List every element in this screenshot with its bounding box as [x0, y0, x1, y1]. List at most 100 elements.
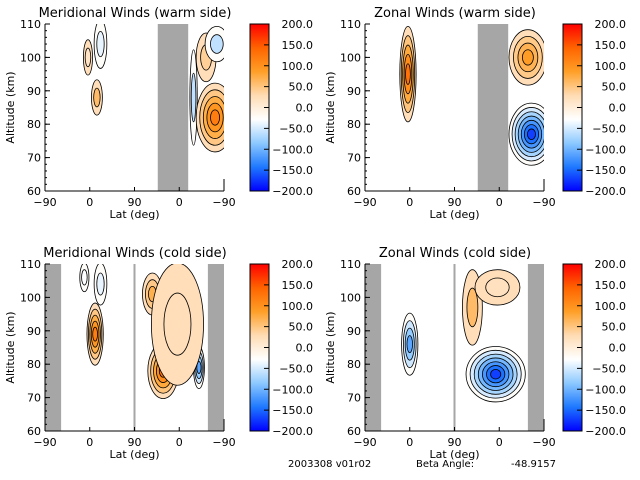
x-tick-label: 0: [86, 436, 93, 449]
colorbar-tick-label: −50.0: [279, 362, 313, 375]
contour-level: [522, 49, 534, 66]
colorbar-tick-label: −200.0: [585, 185, 626, 198]
colorbar-tick-label: 150.0: [282, 39, 314, 52]
colorbar-tick-label: 0.0: [296, 102, 314, 115]
colorbar-tick-label: −100.0: [272, 383, 313, 396]
colorbar-tick-label: −100.0: [585, 383, 626, 396]
panel-4: Zonal Winds (cold side) 60 70 80 90 100 110 −90…: [324, 246, 626, 461]
colorbar-tick-label: 200.0: [282, 18, 314, 31]
y-tick-label: 60: [27, 425, 41, 438]
colorbar-tick-label: −150.0: [272, 164, 313, 177]
colorbar-tick-label: 0.0: [609, 342, 627, 355]
y-tick-label: 60: [347, 185, 361, 198]
y-tick-label: 70: [347, 392, 361, 405]
chart-title: Zonal Winds (warm side): [374, 6, 536, 21]
y-tick-label: 110: [340, 258, 361, 271]
colorbar-tick-label: 100.0: [282, 60, 314, 73]
x-tick-label: 90: [448, 436, 462, 449]
contour-level: [527, 128, 536, 140]
contour-level: [84, 47, 92, 68]
colorbar-tick-label: 50.0: [289, 321, 314, 334]
x-axis-label: Lat (deg): [430, 448, 480, 461]
colorbar-tick-label: −50.0: [592, 122, 626, 135]
colorbar-tick-label: −150.0: [272, 404, 313, 417]
x-tick-label: 0: [496, 196, 503, 209]
chart-title: Zonal Winds (cold side): [379, 246, 531, 261]
colorbar-tick-label: −100.0: [272, 143, 313, 156]
contour-level: [163, 292, 192, 356]
colorbar-tick-label: 50.0: [602, 321, 627, 334]
contour-level: [96, 272, 105, 296]
colorbar-tick-label: 200.0: [282, 258, 314, 271]
beta-angle-value: -48.9157: [511, 459, 556, 470]
x-tick-label: 0: [496, 436, 503, 449]
y-tick-label: 70: [347, 152, 361, 165]
date-version-label: 2003308 v01r02: [288, 459, 372, 470]
contour-level: [406, 335, 413, 354]
x-tick-label: −90: [212, 436, 235, 449]
no-data-band: [207, 264, 224, 431]
plot-area: [365, 24, 544, 191]
contour-level: [93, 87, 101, 108]
y-tick-label: 90: [27, 325, 41, 338]
contour-level: [81, 269, 88, 286]
y-tick-label: 70: [27, 392, 41, 405]
y-axis-label: Altitude (km): [324, 71, 337, 143]
x-tick-label: −90: [212, 196, 235, 209]
chart-title: Meridional Winds (cold side): [43, 246, 226, 261]
no-data-band: [45, 264, 62, 431]
contour-level: [196, 361, 202, 374]
x-tick-label: −90: [353, 196, 376, 209]
x-tick-label: 90: [128, 196, 142, 209]
colorbar-tick-label: −50.0: [279, 122, 313, 135]
contour-level: [490, 369, 502, 380]
colorbar-tick-label: 150.0: [595, 279, 627, 292]
colorbar-tick-label: 100.0: [595, 300, 627, 313]
colorbar-tick-label: −200.0: [585, 425, 626, 438]
y-tick-label: 110: [20, 18, 41, 31]
no-data-band: [477, 24, 509, 191]
chart-title: Meridional Winds (warm side): [39, 6, 232, 21]
y-tick-label: 60: [347, 425, 361, 438]
y-tick-label: 100: [340, 291, 361, 304]
colorbar-tick-label: 0.0: [296, 342, 314, 355]
y-tick-label: 80: [347, 118, 361, 131]
x-axis-label: Lat (deg): [110, 208, 160, 221]
y-tick-label: 90: [27, 85, 41, 98]
x-tick-label: 0: [176, 196, 183, 209]
x-tick-label: −90: [353, 436, 376, 449]
colorbar-tick-label: −200.0: [272, 425, 313, 438]
x-tick-label: 0: [86, 196, 93, 209]
y-tick-label: 100: [20, 51, 41, 64]
y-axis-label: Altitude (km): [4, 71, 17, 143]
colorbar-tick-label: 150.0: [595, 39, 627, 52]
panel-2: Zonal Winds (warm side) 60 70 80 90 100 110 −90…: [324, 6, 626, 221]
x-tick-label: −90: [532, 196, 555, 209]
plot-area: [365, 264, 544, 431]
colorbar-tick-label: 50.0: [602, 81, 627, 94]
no-data-band: [527, 264, 544, 431]
contour-level: [466, 287, 479, 328]
y-tick-label: 110: [20, 258, 41, 271]
y-tick-label: 100: [340, 51, 361, 64]
contour-level: [96, 30, 105, 58]
colorbar-tick-label: 100.0: [595, 60, 627, 73]
contour-level: [405, 63, 411, 85]
colorbar-tick-label: 50.0: [289, 81, 314, 94]
beta-angle-label: Beta Angle:: [416, 459, 475, 470]
colorbar-tick-label: 100.0: [282, 300, 314, 313]
plot-area: [45, 24, 224, 191]
plot-area: [45, 264, 224, 431]
x-tick-label: −90: [33, 436, 56, 449]
y-tick-label: 60: [27, 185, 41, 198]
contour-level: [485, 277, 510, 298]
no-data-band: [157, 24, 189, 191]
colorbar-tick-label: 200.0: [595, 18, 627, 31]
x-axis-label: Lat (deg): [110, 448, 160, 461]
panel-3: Meridional Winds (cold side) 60 70 80 90 100 1…: [4, 246, 313, 461]
y-tick-label: 90: [347, 85, 361, 98]
y-tick-label: 100: [20, 291, 41, 304]
colorbar-tick-label: 150.0: [282, 279, 314, 292]
y-tick-label: 70: [27, 152, 41, 165]
x-tick-label: −90: [33, 196, 56, 209]
